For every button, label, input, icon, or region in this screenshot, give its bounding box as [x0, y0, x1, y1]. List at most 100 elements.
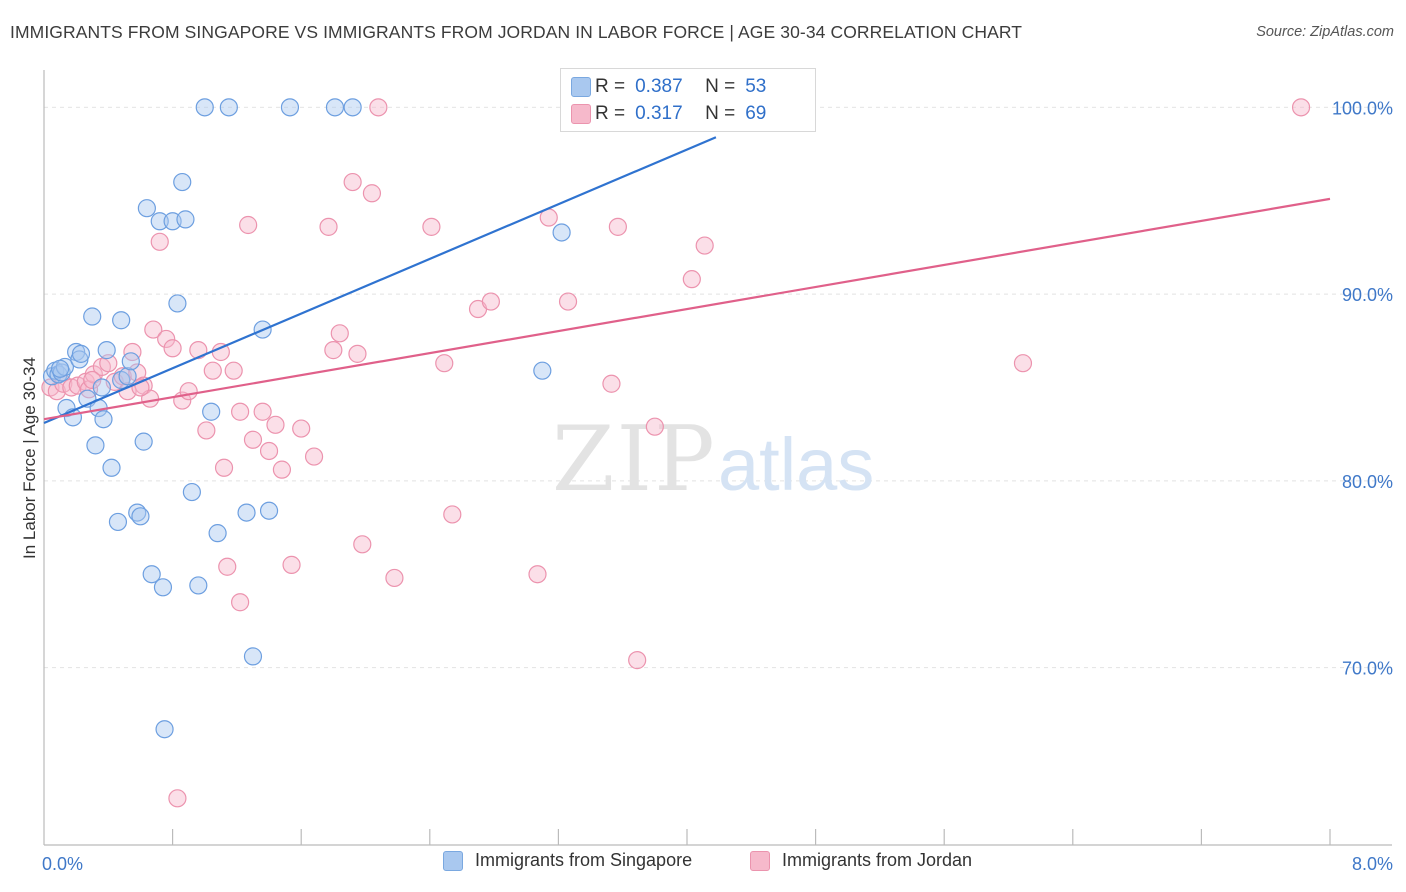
point-jordan — [348, 344, 367, 363]
y-tick-label: 90.0% — [1342, 285, 1393, 305]
legend-row-jordan: R = 0.317 N = 69 — [571, 101, 767, 127]
point-singapore — [219, 98, 238, 117]
point-jordan — [203, 361, 222, 380]
point-singapore — [134, 432, 153, 451]
point-jordan — [157, 329, 176, 349]
point-jordan — [224, 361, 243, 380]
point-jordan — [481, 292, 500, 311]
legend-r-label: R = — [595, 76, 626, 97]
bottom-legend-singapore: Immigrants from Singapore — [443, 850, 692, 871]
point-jordan — [144, 320, 163, 339]
point-jordan — [385, 568, 404, 588]
point-singapore — [142, 565, 161, 584]
point-jordan — [150, 232, 169, 251]
point-jordan — [189, 341, 208, 360]
point-jordan — [608, 217, 627, 236]
point-jordan — [628, 651, 647, 670]
source-credit: Source: ZipAtlas.com — [1256, 24, 1394, 40]
series-jordan — [41, 98, 1311, 808]
point-jordan — [645, 417, 664, 436]
point-singapore — [280, 98, 300, 117]
watermark: ZIP atlas — [552, 407, 874, 512]
point-jordan — [443, 505, 462, 524]
gridlines — [44, 106, 1392, 669]
point-singapore — [168, 294, 187, 313]
point-jordan — [528, 565, 547, 584]
point-singapore — [155, 720, 174, 739]
point-singapore — [195, 98, 214, 117]
point-singapore — [71, 344, 91, 363]
point-singapore — [86, 436, 105, 455]
x-tick-label: 0.0% — [42, 854, 83, 874]
point-singapore — [552, 223, 571, 242]
point-jordan — [239, 215, 258, 235]
point-singapore — [150, 212, 169, 231]
point-jordan — [362, 184, 382, 203]
point-singapore — [173, 172, 192, 192]
point-singapore — [243, 647, 263, 666]
point-jordan — [353, 535, 372, 554]
point-jordan — [197, 421, 216, 440]
legend-row-singapore: R = 0.387 N = 53 — [571, 74, 766, 100]
point-jordan — [282, 555, 301, 574]
point-jordan — [99, 354, 118, 373]
point-jordan — [304, 447, 324, 466]
point-jordan — [330, 324, 349, 343]
point-singapore — [343, 98, 362, 117]
trend-line-singapore — [43, 136, 717, 424]
point-singapore — [208, 524, 227, 543]
point-jordan — [682, 270, 701, 289]
point-jordan — [602, 374, 621, 393]
y-tick-label: 70.0% — [1342, 659, 1393, 679]
point-jordan — [319, 217, 338, 236]
point-jordan — [695, 236, 714, 255]
point-jordan — [1013, 354, 1033, 373]
point-singapore — [108, 512, 128, 532]
legend-r-label: R = — [595, 103, 626, 124]
legend-r-value-jordan: 0.317 — [635, 103, 683, 124]
legend-swatch-jordan — [571, 104, 591, 124]
legend-r-value-singapore: 0.387 — [635, 76, 683, 97]
point-singapore — [325, 98, 345, 117]
point-jordan — [435, 354, 454, 373]
point-jordan — [324, 341, 343, 360]
y-axis-label: In Labor Force | Age 30-34 — [20, 357, 39, 559]
point-jordan — [1291, 98, 1311, 117]
point-singapore — [176, 210, 195, 229]
point-jordan — [259, 441, 279, 461]
point-jordan — [214, 458, 234, 477]
legend-n-label: N = — [705, 103, 736, 124]
point-jordan — [272, 460, 292, 479]
axes — [43, 70, 1392, 846]
point-jordan — [179, 382, 198, 401]
bottom-legend-label-jordan: Immigrants from Jordan — [782, 850, 973, 870]
legend-n-value-jordan: 69 — [745, 103, 767, 124]
point-singapore — [94, 410, 113, 429]
point-jordan — [123, 342, 142, 362]
point-jordan — [422, 217, 441, 236]
point-jordan — [231, 402, 250, 421]
trend-line-jordan — [43, 197, 1331, 421]
point-jordan — [168, 789, 187, 808]
point-singapore — [259, 501, 279, 520]
watermark-atlas: atlas — [718, 423, 874, 506]
chart-title: IMMIGRANTS FROM SINGAPORE VS IMMIGRANTS … — [10, 22, 1023, 42]
point-jordan — [253, 402, 272, 421]
point-singapore — [202, 402, 221, 421]
bottom-legend-swatch-singapore — [443, 850, 463, 871]
point-jordan — [163, 339, 182, 358]
point-jordan — [231, 593, 250, 612]
point-jordan — [558, 292, 578, 311]
point-singapore — [121, 352, 140, 371]
point-singapore — [50, 359, 70, 378]
point-singapore — [131, 507, 150, 526]
point-jordan — [369, 98, 388, 117]
point-singapore — [182, 482, 201, 502]
point-jordan — [343, 172, 362, 192]
point-jordan — [292, 419, 311, 438]
point-jordan — [218, 557, 237, 576]
y-tick-label: 100.0% — [1332, 98, 1393, 118]
legend-swatch-singapore — [571, 77, 591, 97]
tick-labels: 70.0% 80.0% 90.0% 100.0% 0.0% 8.0% — [42, 98, 1393, 874]
